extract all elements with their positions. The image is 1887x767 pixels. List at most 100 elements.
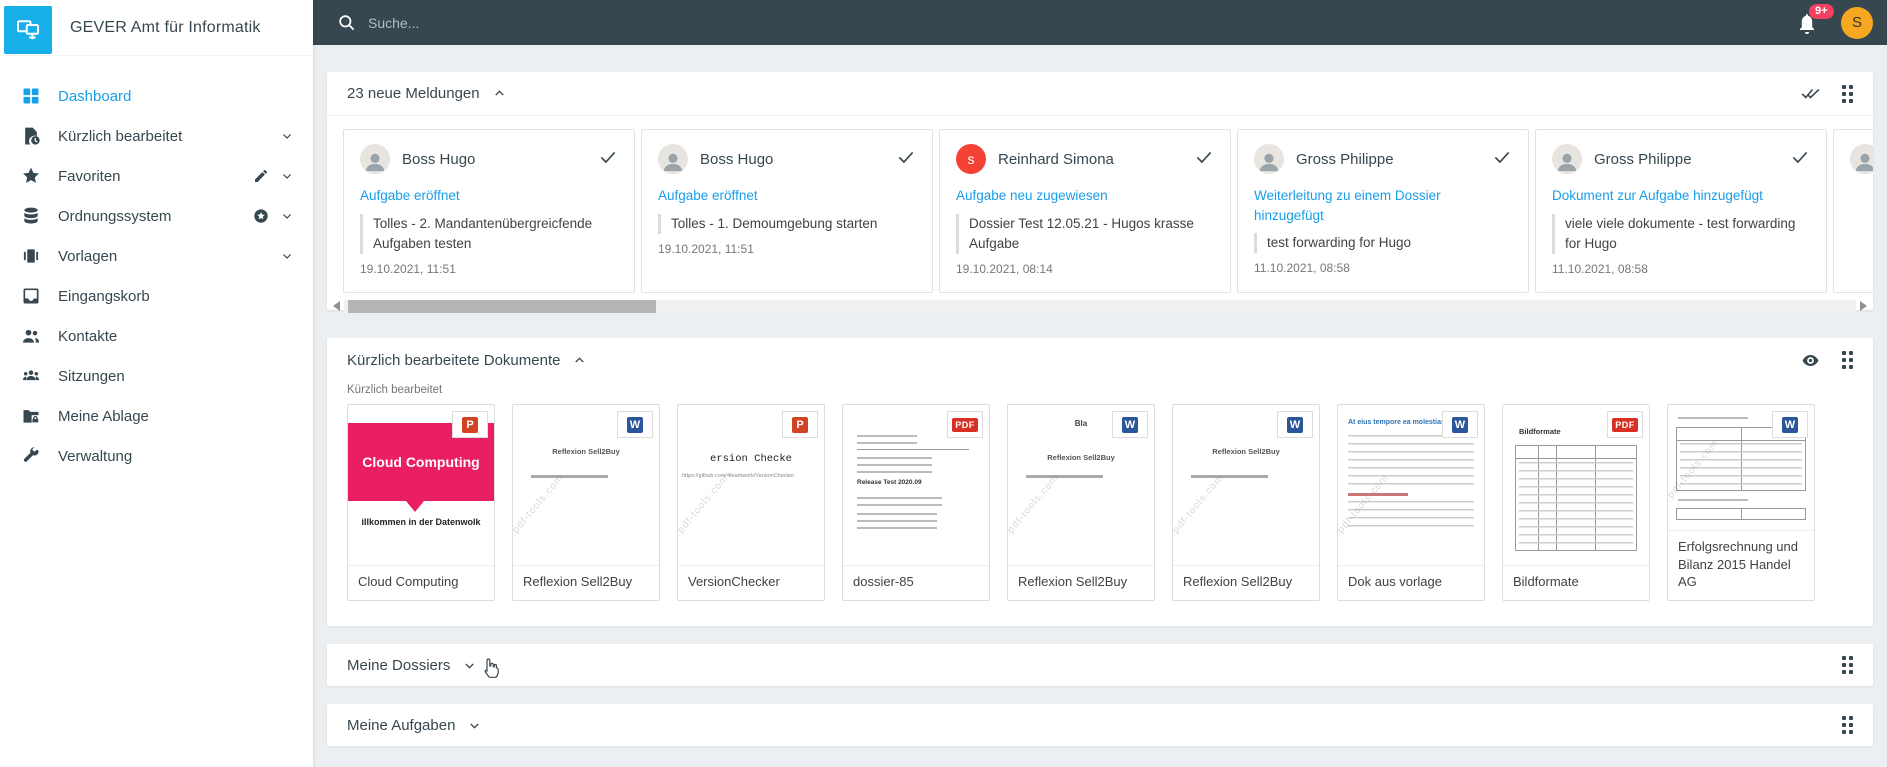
sidebar-item-kontakte[interactable]: Kontakte: [0, 316, 313, 356]
notifications-bell[interactable]: 9+: [1795, 3, 1834, 38]
meldungen-scrollbar: [333, 299, 1867, 313]
main-content: 23 neue Meldungen Boss Hugo Aufgabe eröff…: [313, 45, 1887, 767]
sender-name: Boss Hugo: [402, 150, 476, 168]
document-card[interactable]: W Bla Reflexion Sell2Buy www.pdf-tools.com R…: [1007, 404, 1155, 601]
document-card[interactable]: P Cloud Computing illkommen in der Datenwo…: [347, 404, 495, 601]
star-circle-icon[interactable]: [251, 206, 271, 226]
mark-read-check-icon[interactable]: [1492, 147, 1512, 172]
notification-card-partial[interactable]: [1833, 129, 1873, 293]
dokumente-drag-handle-icon[interactable]: [1842, 351, 1853, 369]
notification-card[interactable]: Gross Philippe Dokument zur Aufgabe hinzu…: [1535, 129, 1827, 293]
sidebar-item-label: Favoriten: [58, 167, 121, 185]
mark-read-check-icon[interactable]: [896, 147, 916, 172]
scrollbar-track[interactable]: [344, 299, 1856, 313]
document-thumbnail: P Cloud Computing illkommen in der Datenwo…: [348, 405, 494, 567]
meldungen-title: 23 neue Meldungen: [347, 85, 480, 102]
expand-dossiers-chevron-down-icon[interactable]: [462, 658, 477, 673]
meldungen-cards-row: Boss Hugo Aufgabe eröffnet Tolles - 2. Man…: [327, 116, 1873, 295]
app-logo[interactable]: [4, 5, 52, 54]
sidebar-item-vorlagen[interactable]: Vorlagen: [0, 236, 313, 276]
document-card[interactable]: PDF Bildformate Bildformate: [1502, 404, 1650, 601]
star-icon: [20, 165, 42, 187]
scrollbar-thumb[interactable]: [348, 299, 656, 313]
notification-card[interactable]: Boss Hugo Aufgabe eröffnet Tolles - 2. Man…: [343, 129, 635, 293]
chevron-down-icon[interactable]: [279, 128, 295, 144]
wrench-icon: [20, 445, 42, 467]
document-title: Reflexion Sell2Buy: [523, 574, 633, 590]
sidebar-item-label: Dashboard: [58, 87, 132, 105]
notification-card[interactable]: Gross Philippe Weiterleitung zu einem Dos…: [1237, 129, 1529, 293]
sidebar-item-label: Vorlagen: [58, 247, 118, 265]
document-title: Reflexion Sell2Buy: [1183, 574, 1293, 590]
scroll-right-arrow[interactable]: [1860, 301, 1867, 311]
user-avatar[interactable]: S: [1841, 6, 1873, 39]
document-thumbnail: Wwww.pdf-tools.com: [1668, 405, 1814, 532]
document-thumbnail: W Reflexion Sell2Buy www.pdf-tools.com: [1173, 405, 1319, 567]
templates-icon: [20, 245, 42, 267]
notification-date: 19.10.2021, 11:51: [658, 241, 754, 256]
thumb-heading: Reflexion Sell2Buy: [1047, 453, 1115, 462]
chevron-down-icon[interactable]: [279, 208, 295, 224]
notification-date: 19.10.2021, 11:51: [360, 262, 456, 277]
database-icon: [20, 205, 42, 227]
folder-lock-icon: [20, 405, 42, 427]
notification-action-link[interactable]: Aufgabe eröffnet: [360, 188, 460, 203]
notification-action-link[interactable]: Weiterleitung zu einem Dossier hinzugefü…: [1254, 188, 1441, 223]
thumb-heading: Reflexion Sell2Buy: [552, 447, 620, 456]
collapse-meldungen-chevron-up-icon[interactable]: [492, 86, 507, 101]
notification-action-link[interactable]: Aufgabe eröffnet: [658, 188, 758, 203]
chevron-down-icon[interactable]: [279, 168, 295, 184]
sidebar-item-dashboard[interactable]: Dashboard: [0, 76, 313, 116]
pencil-icon[interactable]: [251, 166, 271, 186]
sidebar-item-label: Eingangskorb: [58, 287, 150, 305]
avatar: [658, 144, 688, 174]
document-card[interactable]: W Reflexion Sell2Buy www.pdf-tools.com Refl…: [512, 404, 660, 601]
notification-card[interactable]: Boss Hugo Aufgabe eröffnet Tolles - 1. Dem…: [641, 129, 933, 293]
visibility-eye-icon[interactable]: [1801, 351, 1820, 370]
sidebar-item-label: Meine Ablage: [58, 407, 149, 425]
dossiers-drag-handle-icon[interactable]: [1842, 656, 1853, 674]
sidebar-item-k-rzlich-bearbeitet[interactable]: Kürzlich bearbeitet: [0, 116, 313, 156]
sidebar-item-eingangskorb[interactable]: Eingangskorb: [0, 276, 313, 316]
sidebar-item-ordnungssystem[interactable]: Ordnungssystem: [0, 196, 313, 236]
notification-action-link[interactable]: Aufgabe neu zugewiesen: [956, 188, 1108, 203]
notification-action-link[interactable]: Dokument zur Aufgabe hinzugefügt: [1552, 188, 1763, 203]
scroll-left-arrow[interactable]: [333, 301, 340, 311]
mark-read-check-icon[interactable]: [1790, 147, 1810, 172]
ppt-file-icon: P: [782, 411, 818, 438]
word-file-icon: W: [1277, 411, 1313, 438]
document-title: Cloud Computing: [358, 574, 459, 590]
thumb-link: https://github.com/4teamwork/VersionChec…: [682, 473, 795, 479]
sidebar-item-meine-ablage[interactable]: Meine Ablage: [0, 396, 313, 436]
document-title: Reflexion Sell2Buy: [1018, 574, 1128, 590]
chevron-down-icon[interactable]: [279, 248, 295, 264]
notification-card[interactable]: s Reinhard Simona Aufgabe neu zugewiesen Do…: [939, 129, 1231, 293]
thumb-heading: ersion Checke: [710, 453, 792, 465]
document-card[interactable]: Wwww.pdf-tools.com Erfolgsrechnung und Bi…: [1667, 404, 1815, 601]
collapse-dokumente-chevron-up-icon[interactable]: [572, 353, 587, 368]
sender-name: Boss Hugo: [700, 150, 774, 168]
mark-read-check-icon[interactable]: [1194, 147, 1214, 172]
sidebar-item-sitzungen[interactable]: Sitzungen: [0, 356, 313, 396]
search-input[interactable]: [368, 14, 768, 31]
document-card[interactable]: PDF Release Test 2020.09 dossier-85: [842, 404, 990, 601]
notification-quote: test forwarding for Hugo: [1254, 233, 1512, 254]
thumb-heading: At eius tempore ea molestias: [1348, 419, 1445, 426]
notification-quote: Dossier Test 12.05.21 - Hugos krasse Auf…: [956, 213, 1214, 255]
document-card[interactable]: W Reflexion Sell2Buy www.pdf-tools.com Refl…: [1172, 404, 1320, 601]
avatar: [1850, 144, 1873, 174]
word-file-icon: W: [1112, 411, 1148, 438]
aufgaben-drag-handle-icon[interactable]: [1842, 716, 1853, 734]
notification-date: 11.10.2021, 08:58: [1254, 261, 1350, 276]
panel-meldungen: 23 neue Meldungen Boss Hugo Aufgabe eröff…: [327, 72, 1873, 313]
sidebar-item-favoriten[interactable]: Favoriten: [0, 156, 313, 196]
meldungen-drag-handle-icon[interactable]: [1842, 84, 1853, 103]
mark-all-read-icon[interactable]: [1801, 84, 1820, 103]
pdf-file-icon: PDF: [1607, 411, 1643, 438]
expand-aufgaben-chevron-down-icon[interactable]: [467, 718, 482, 733]
document-card[interactable]: WAt eius tempore ea molestiaswww.pdf-too…: [1337, 404, 1485, 601]
sidebar-item-verwaltung[interactable]: Verwaltung: [0, 436, 313, 476]
search-bar[interactable]: [337, 13, 1795, 32]
mark-read-check-icon[interactable]: [598, 147, 618, 172]
